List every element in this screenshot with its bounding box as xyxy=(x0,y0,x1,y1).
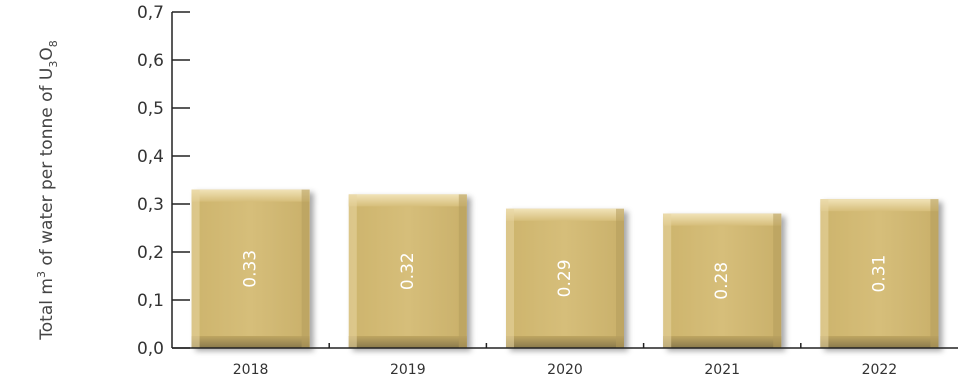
bar-left-edge xyxy=(820,199,829,348)
bar-right-edge xyxy=(301,189,310,348)
y-tick-label: 0,0 xyxy=(137,339,164,359)
bar-value-label: 0.31 xyxy=(869,255,889,293)
x-tick-label: 2018 xyxy=(233,362,269,378)
bar-body xyxy=(820,199,939,348)
bar-bottom-shade xyxy=(820,336,939,348)
y-axis-title-sup: 3 xyxy=(35,271,48,278)
y-tick-label: 0,5 xyxy=(137,99,164,119)
bar-bottom-shade xyxy=(348,336,467,348)
bars: 0.33 0.32 0.29 0.28 0.31 xyxy=(191,189,939,348)
x-tick-label: 2022 xyxy=(862,362,898,378)
bar-right-edge xyxy=(616,208,624,348)
bar-bottom-shade xyxy=(506,336,624,348)
bar-body xyxy=(663,213,782,348)
y-tick-label: 0,7 xyxy=(137,3,164,23)
bar-value-label: 0.29 xyxy=(555,259,575,297)
bar-left-edge xyxy=(506,208,514,348)
bar xyxy=(506,208,624,348)
y-tick-label: 0,6 xyxy=(137,51,164,71)
bar-body xyxy=(348,194,467,348)
x-tick-label: 2020 xyxy=(547,362,583,378)
y-axis: 0,0 0,1 0,2 0,3 0,4 0,5 0,6 0,7 xyxy=(137,3,190,359)
y-axis-title: Total m3 of water per tonne of U3O8 xyxy=(35,40,60,340)
bar-top-highlight xyxy=(348,194,467,207)
x-tick-label: 2019 xyxy=(390,362,426,378)
bar-left-edge xyxy=(348,194,357,348)
y-axis-title-part2: of water per tonne of U xyxy=(37,68,57,271)
y-axis-title-part3: O xyxy=(37,47,57,60)
bar-top-highlight xyxy=(191,189,310,202)
bar-bottom-shade xyxy=(191,336,310,348)
bar-body xyxy=(506,208,624,348)
bar-right-edge xyxy=(458,194,467,348)
y-axis-title-sub1: 3 xyxy=(47,61,60,68)
bar xyxy=(191,189,310,348)
bar-value-label: 0.33 xyxy=(241,250,261,288)
bar-right-edge xyxy=(930,199,939,348)
bar xyxy=(820,199,939,348)
y-axis-title-part1: Total m xyxy=(37,278,57,341)
y-tick-label: 0,1 xyxy=(137,291,164,311)
bar-right-edge xyxy=(773,213,782,348)
y-tick-label: 0,4 xyxy=(137,147,164,167)
bar xyxy=(348,194,467,348)
bar-value-label: 0.32 xyxy=(398,252,418,290)
bar xyxy=(663,213,782,348)
x-axis: 2018 2019 2020 2021 2022 xyxy=(172,343,958,378)
y-tick-label: 0,3 xyxy=(137,195,164,215)
bar-value-label: 0.28 xyxy=(712,262,732,300)
y-tick-label: 0,2 xyxy=(137,243,164,263)
bar-top-highlight xyxy=(663,213,782,226)
x-tick-label: 2021 xyxy=(704,362,740,378)
bar-left-edge xyxy=(191,189,200,348)
bar-body xyxy=(191,189,310,348)
bar-top-highlight xyxy=(820,199,939,212)
y-axis-title-sub2: 8 xyxy=(47,40,60,47)
bar-top-highlight xyxy=(506,208,624,221)
bar-left-edge xyxy=(663,213,672,348)
bar-bottom-shade xyxy=(663,336,782,348)
